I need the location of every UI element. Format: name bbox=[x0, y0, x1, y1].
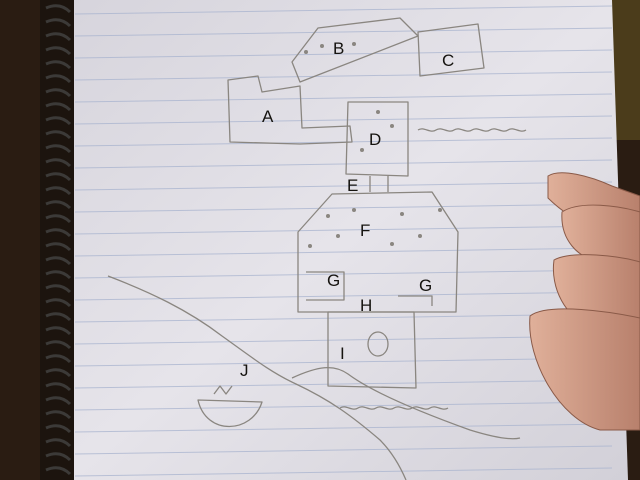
room-dots bbox=[304, 42, 442, 248]
room-b-outline bbox=[291, 17, 419, 83]
river-right-bank bbox=[291, 367, 521, 440]
hand bbox=[529, 172, 640, 431]
scribbled-note-river bbox=[339, 406, 449, 410]
room-j-marks bbox=[213, 385, 233, 395]
pencil-map bbox=[107, 17, 527, 480]
room-label-f: F bbox=[360, 221, 371, 240]
room-e-outline bbox=[369, 176, 389, 192]
room-label-j: J bbox=[240, 361, 249, 380]
room-label-a: A bbox=[262, 107, 274, 126]
room-label-g-right: G bbox=[419, 276, 433, 295]
notebook-page bbox=[58, 0, 628, 480]
room-label-d: D bbox=[369, 130, 382, 149]
room-f-outline bbox=[297, 191, 459, 313]
room-label-i: I bbox=[340, 344, 345, 363]
middle-finger bbox=[561, 204, 640, 267]
room-j-bowl bbox=[197, 399, 263, 427]
room-label-b: B bbox=[333, 39, 345, 58]
room-label-h: H bbox=[360, 296, 373, 315]
room-d-outline bbox=[345, 101, 409, 177]
room-label-e: E bbox=[347, 176, 359, 195]
room-label-g-left: G bbox=[327, 271, 341, 290]
river-left-bank bbox=[107, 275, 407, 480]
room-label-c: C bbox=[442, 51, 455, 70]
room-g-right-outline bbox=[398, 295, 433, 306]
spiral-binding bbox=[40, 0, 74, 480]
pit-marking bbox=[367, 331, 389, 357]
room-i-outline bbox=[327, 311, 417, 389]
room-a-outline bbox=[227, 75, 353, 145]
scribbled-note-d bbox=[417, 128, 527, 132]
palm bbox=[529, 308, 640, 431]
room-g-left-outline bbox=[306, 271, 345, 301]
room-c-outline bbox=[417, 23, 485, 77]
